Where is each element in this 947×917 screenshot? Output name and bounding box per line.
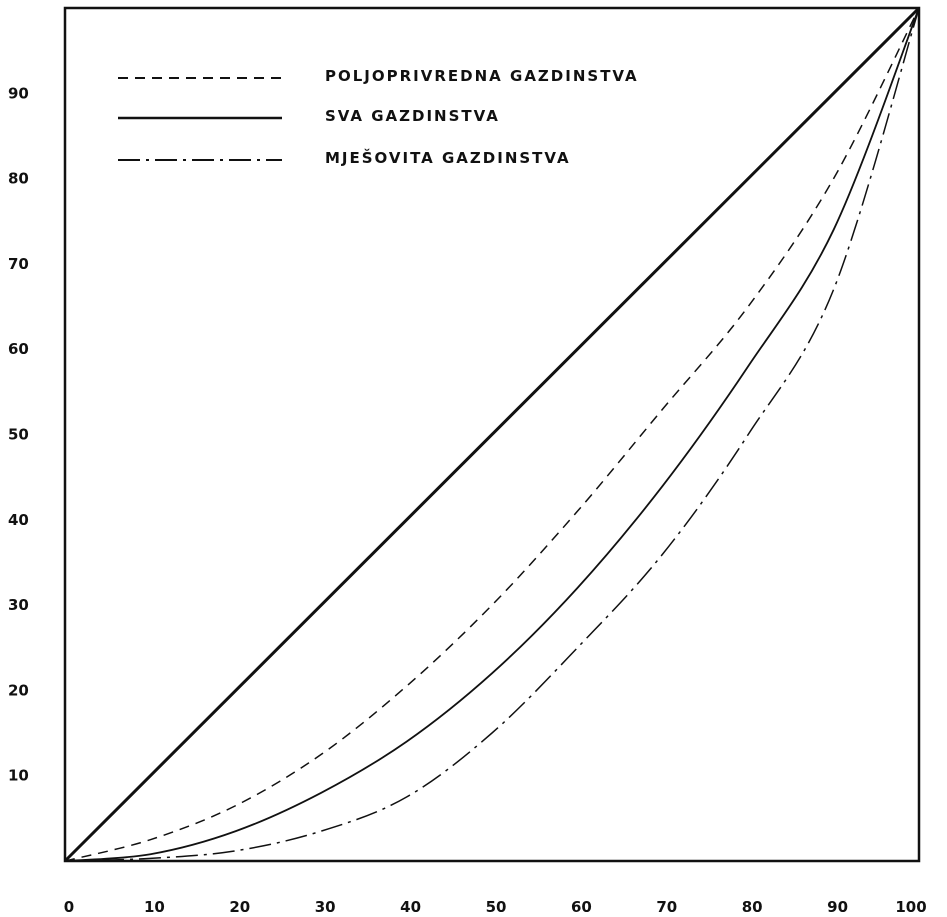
x-tick-label: 60 xyxy=(571,898,592,916)
series-lines xyxy=(63,6,921,863)
x-tick-label: 70 xyxy=(656,898,677,916)
legend-label-1: SVA GAZDINSTVA xyxy=(325,107,500,125)
y-tick-label: 50 xyxy=(8,426,29,444)
y-tick-label: 90 xyxy=(8,84,29,102)
y-tick-label: 30 xyxy=(8,596,29,614)
y-tick-label: 70 xyxy=(8,255,29,273)
x-tick-label: 40 xyxy=(400,898,421,916)
y-tick-label: 60 xyxy=(8,340,29,358)
x-tick-label: 10 xyxy=(144,898,165,916)
series-line-1 xyxy=(64,7,920,862)
x-tick-label: 80 xyxy=(742,898,763,916)
equality-line xyxy=(63,6,921,863)
x-axis-tick-labels: 0 10 20 30 40 50 60 70 80 90 100 xyxy=(64,898,927,916)
x-tick-label: 30 xyxy=(315,898,336,916)
legend-label-2: MJEŠOVITA GAZDINSTVA xyxy=(325,148,571,167)
x-tick-label: 90 xyxy=(827,898,848,916)
legend-label-0: POLJOPRIVREDNA GAZDINSTVA xyxy=(325,67,639,85)
y-axis-tick-labels: 10 20 30 40 50 60 70 80 90 xyxy=(8,84,29,784)
y-tick-label: 10 xyxy=(8,767,29,785)
x-tick-label: 50 xyxy=(486,898,507,916)
y-tick-label: 40 xyxy=(8,511,29,529)
series-line-2 xyxy=(64,7,920,862)
plot-frame xyxy=(63,6,921,863)
y-tick-label: 20 xyxy=(8,681,29,699)
x-tick-label: 20 xyxy=(229,898,250,916)
x-tick-label: 0 xyxy=(64,898,74,916)
y-tick-label: 80 xyxy=(8,170,29,188)
x-tick-label: 100 xyxy=(895,898,926,916)
series-line-0 xyxy=(64,7,920,862)
legend: POLJOPRIVREDNA GAZDINSTVA SVA GAZDINSTVA M… xyxy=(118,67,639,167)
